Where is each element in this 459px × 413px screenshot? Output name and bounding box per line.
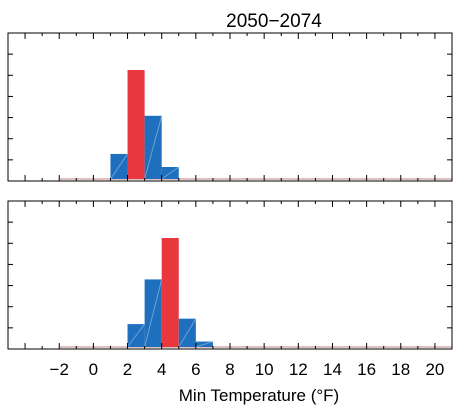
x-tick-label: 0 [89, 360, 98, 379]
panel-frame-1 [7, 32, 453, 182]
x-tick-label: 12 [289, 360, 308, 379]
bar-hatch-2-5 [195, 341, 214, 348]
bar-1-4 [161, 167, 179, 179]
x-axis-label: Min Temperature (°F) [179, 386, 339, 405]
bar-1-3 [144, 115, 162, 179]
x-tick-label: 8 [225, 360, 234, 379]
bar-hatch-1-4 [161, 166, 180, 180]
x-tick-label: 4 [157, 360, 166, 379]
x-tick-label: 14 [323, 360, 342, 379]
bar-1-1 [110, 153, 128, 179]
panel-frame-2 [7, 200, 453, 350]
x-tick-label: 18 [391, 360, 410, 379]
bar-hatch-1-3 [144, 115, 163, 180]
bar-hatch-2-4 [178, 318, 197, 348]
chart-title: 2050−2074 [226, 11, 322, 32]
bar-2-2 [144, 279, 162, 347]
panels [7, 32, 453, 350]
x-tick-labels: −2 0 2 4 6 8 10 12 14 16 18 20 [50, 360, 445, 379]
bar-hatch-2-1 [127, 323, 146, 348]
bar-2-3 [161, 238, 179, 347]
bar-hatch-2-2 [144, 279, 163, 348]
bar-hatch-1-1 [110, 153, 128, 180]
x-tick-label: 16 [357, 360, 376, 379]
bar-2-5 [195, 341, 213, 347]
x-tick-label: 6 [191, 360, 200, 379]
x-tick-label: −2 [50, 360, 69, 379]
bar-2-1 [127, 324, 145, 347]
x-tick-label: 10 [255, 360, 274, 379]
x-tick-label: 2 [123, 360, 132, 379]
bar-1-2 [127, 70, 145, 179]
panel-1 [7, 32, 453, 182]
x-tick-label: 20 [425, 360, 444, 379]
bar-2-4 [178, 318, 196, 347]
panel-2 [7, 200, 453, 350]
